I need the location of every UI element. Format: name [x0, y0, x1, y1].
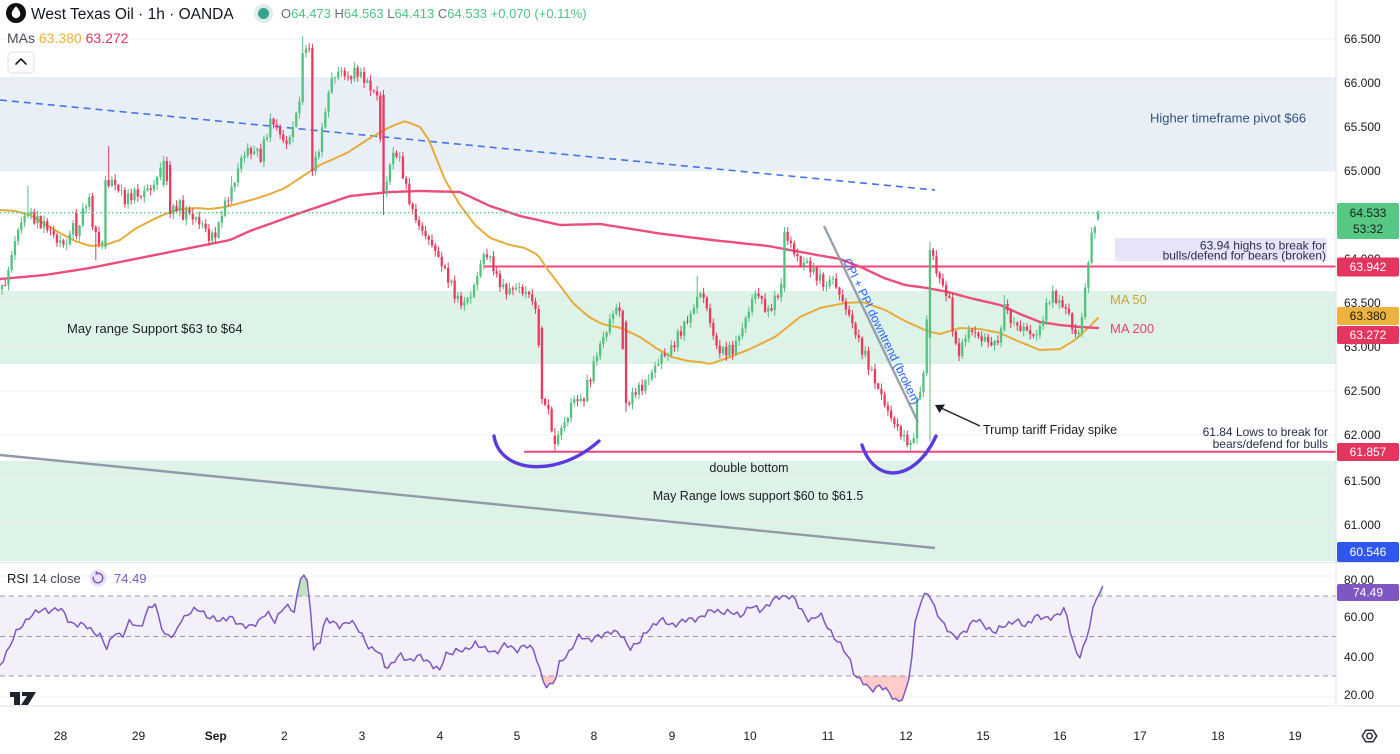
svg-text:63.94 highs to break for: 63.94 highs to break for: [1200, 239, 1326, 253]
svg-text:bulls/defend for bears (broken: bulls/defend for bears (broken): [1163, 249, 1326, 263]
svg-text:MA 200: MA 200: [1110, 321, 1154, 336]
svg-text:May Range lows support $60 to: May Range lows support $60 to $61.5: [653, 489, 864, 503]
svg-text:MA 50: MA 50: [1110, 292, 1147, 307]
svg-text:61.84 Lows to break for: 61.84 Lows to break for: [1203, 425, 1328, 439]
svg-text:65.500: 65.500: [1344, 120, 1381, 134]
svg-text:5: 5: [514, 729, 521, 743]
svg-text:8: 8: [591, 729, 598, 743]
svg-text:18: 18: [1211, 729, 1225, 743]
svg-text:West Texas Oil · 1h · OANDA: West Texas Oil · 1h · OANDA: [31, 6, 234, 23]
svg-text:63.500: 63.500: [1344, 296, 1381, 310]
svg-text:61.857: 61.857: [1350, 445, 1387, 459]
svg-text:63.942: 63.942: [1350, 260, 1387, 274]
svg-text:64.533: 64.533: [1350, 206, 1387, 220]
svg-text:11: 11: [822, 729, 835, 743]
svg-text:60.546: 60.546: [1350, 545, 1387, 559]
svg-text:double bottom: double bottom: [709, 461, 788, 475]
svg-text:MAs 63.380 63.272: MAs 63.380 63.272: [7, 30, 129, 46]
svg-text:RSI 14 close: RSI 14 close: [7, 571, 81, 586]
svg-text:bears/defend for bulls: bears/defend for bulls: [1213, 437, 1328, 451]
svg-text:66.500: 66.500: [1344, 32, 1381, 46]
svg-text:12: 12: [899, 729, 913, 743]
svg-text:66.000: 66.000: [1344, 76, 1381, 90]
svg-text:63.380: 63.380: [1350, 309, 1387, 323]
svg-text:15: 15: [976, 729, 990, 743]
svg-text:O64.473 H64.563 L64.413 C64: O64.473 H64.563 L64.413 C64.533 +0.070 (…: [281, 6, 587, 21]
svg-text:9: 9: [669, 729, 676, 743]
svg-text:Sep: Sep: [205, 729, 227, 743]
svg-text:19: 19: [1288, 729, 1302, 743]
svg-text:61.500: 61.500: [1344, 474, 1381, 488]
svg-text:40.00: 40.00: [1344, 650, 1374, 664]
svg-text:4: 4: [437, 729, 444, 743]
svg-text:29: 29: [132, 729, 146, 743]
svg-text:28: 28: [54, 729, 68, 743]
svg-text:May range Support $63 to $64: May range Support $63 to $64: [67, 321, 243, 336]
svg-text:2: 2: [281, 729, 288, 743]
svg-text:62.000: 62.000: [1344, 428, 1381, 442]
svg-text:Trump tariff Friday spike: Trump tariff Friday spike: [983, 423, 1117, 437]
svg-text:53:32: 53:32: [1353, 222, 1383, 236]
svg-text:10: 10: [743, 729, 757, 743]
svg-text:74.49: 74.49: [1353, 586, 1383, 600]
svg-text:62.500: 62.500: [1344, 384, 1381, 398]
svg-text:Higher timeframe pivot $66: Higher timeframe pivot $66: [1150, 111, 1306, 126]
svg-text:16: 16: [1053, 729, 1067, 743]
svg-text:74.49: 74.49: [114, 571, 147, 586]
svg-text:80.00: 80.00: [1344, 573, 1374, 587]
svg-text:17: 17: [1133, 729, 1147, 743]
svg-text:61.000: 61.000: [1344, 518, 1381, 532]
svg-text:20.00: 20.00: [1344, 688, 1374, 702]
svg-text:63.272: 63.272: [1350, 328, 1387, 342]
svg-text:65.000: 65.000: [1344, 164, 1381, 178]
svg-text:60.00: 60.00: [1344, 610, 1374, 624]
svg-text:3: 3: [359, 729, 366, 743]
